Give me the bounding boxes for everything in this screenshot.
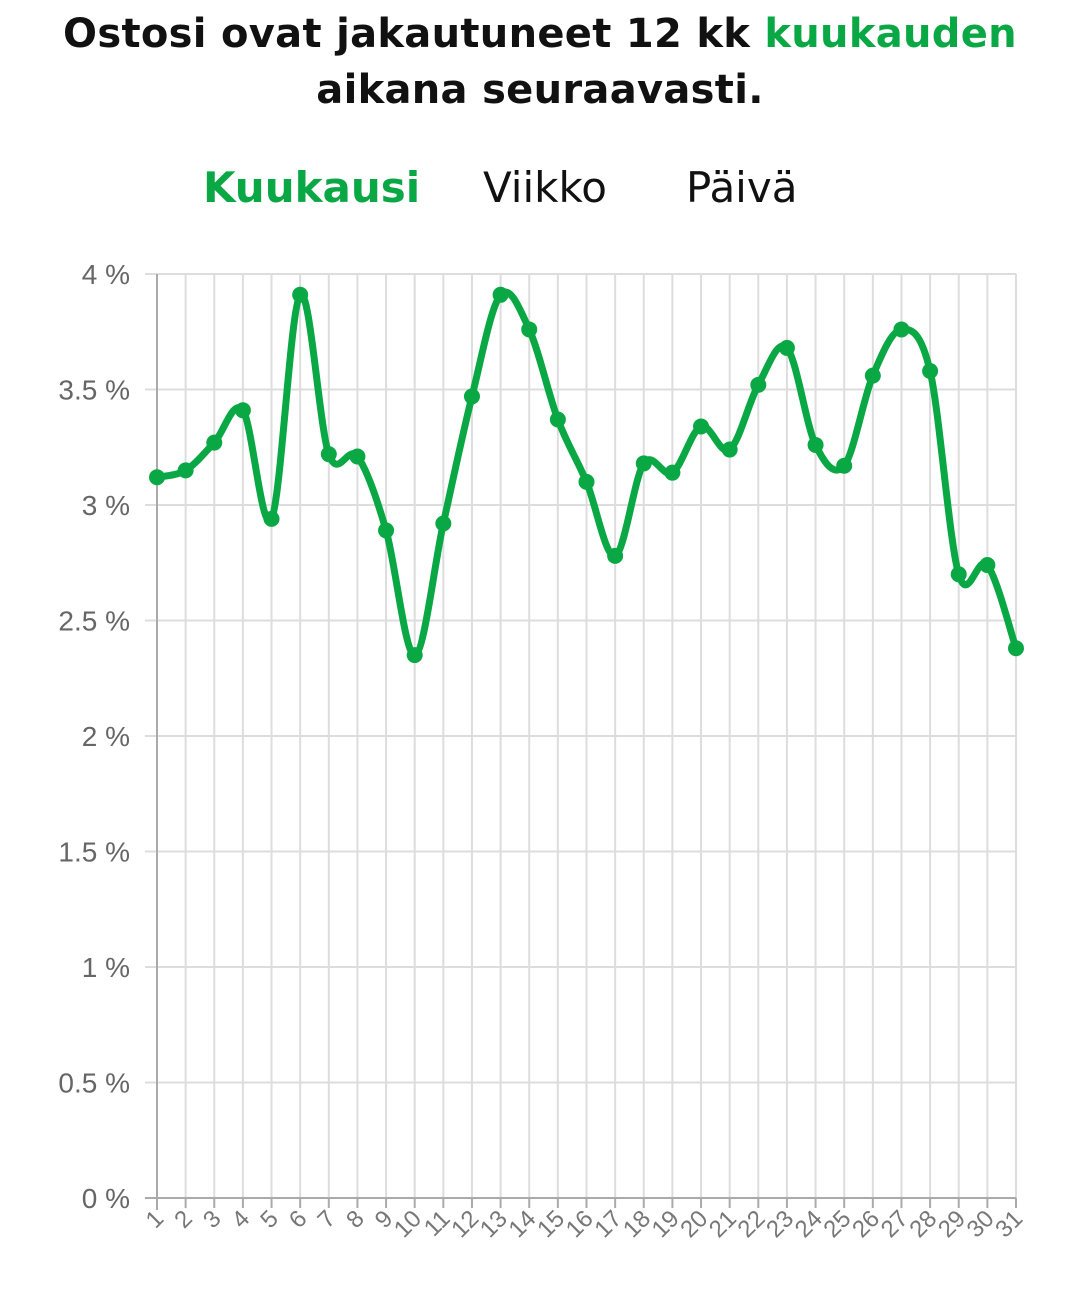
data-point: [607, 547, 624, 564]
data-point: [750, 376, 767, 393]
x-tick-label: 5: [255, 1205, 284, 1234]
data-point: [1008, 640, 1024, 657]
data-point: [521, 321, 538, 338]
data-point: [664, 464, 681, 481]
y-tick-label: 1 %: [82, 952, 130, 983]
y-tick-label: 4 %: [82, 259, 130, 290]
title-text-accent: kuukauden: [764, 11, 1017, 57]
y-tick-label: 0 %: [82, 1183, 130, 1214]
data-point: [263, 510, 280, 527]
page-title: Ostosi ovat jakautuneet 12 kk kuukauden …: [0, 6, 1080, 118]
data-point: [693, 418, 710, 435]
data-point: [320, 446, 337, 463]
x-tick-label: 2: [169, 1205, 198, 1234]
y-tick-label: 2.5 %: [58, 606, 130, 637]
data-point: [922, 363, 939, 380]
x-tick-label: 6: [284, 1205, 313, 1234]
title-text-end: aikana seuraavasti.: [316, 67, 764, 113]
data-point: [864, 367, 881, 384]
data-point: [234, 402, 251, 419]
period-tabs: Kuukausi Viikko Päivä: [0, 160, 1080, 216]
x-tick-label: 4: [227, 1205, 256, 1234]
data-point: [721, 441, 738, 458]
tab-month[interactable]: Kuukausi: [203, 163, 421, 212]
data-point: [378, 522, 395, 539]
data-point: [206, 434, 223, 451]
data-point: [149, 469, 165, 486]
data-point: [893, 321, 910, 338]
data-point: [177, 462, 194, 479]
data-point: [349, 448, 366, 465]
data-point: [778, 339, 795, 356]
x-tick-label: 7: [313, 1205, 342, 1234]
data-point: [578, 473, 595, 490]
tab-week[interactable]: Viikko: [483, 163, 607, 212]
data-point: [635, 455, 652, 472]
data-point: [836, 457, 853, 474]
y-tick-label: 3 %: [82, 490, 130, 521]
data-point: [406, 647, 423, 664]
y-tick-label: 3.5 %: [58, 375, 130, 406]
x-tick-label: 8: [341, 1205, 370, 1234]
data-point: [979, 557, 996, 574]
data-point: [492, 286, 509, 303]
y-tick-label: 1.5 %: [58, 837, 130, 868]
data-point: [463, 388, 480, 405]
tab-day[interactable]: Päivä: [686, 163, 798, 212]
y-tick-label: 2 %: [82, 721, 130, 752]
data-point: [435, 515, 452, 532]
x-tick-label: 3: [198, 1205, 227, 1234]
data-point: [807, 436, 824, 453]
x-tick-label: 31: [990, 1205, 1028, 1243]
data-point: [950, 566, 967, 583]
title-text-start: Ostosi ovat jakautuneet 12 kk: [63, 11, 765, 57]
data-point: [549, 411, 566, 428]
data-point: [292, 286, 309, 303]
x-tick-label: 1: [141, 1205, 170, 1234]
y-tick-label: 0.5 %: [58, 1068, 130, 1099]
